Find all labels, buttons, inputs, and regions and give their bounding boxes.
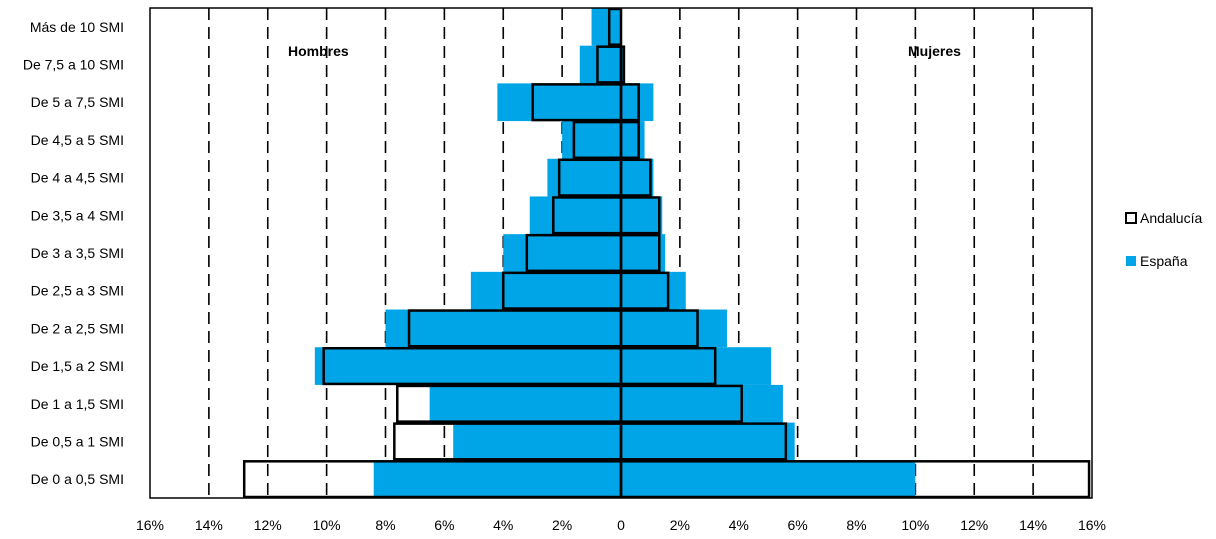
bar-espana-mujeres (621, 460, 916, 498)
x-axis-labels: 16% 14% 12% 10% 8% 6% 4% 2% 0 2% 4% 6% 8% 10% 12% 14% 16… (136, 517, 1106, 533)
bar-espana-hombres (579, 45, 621, 84)
x-tick-label: 2% (552, 517, 572, 533)
x-tick-label: 14% (195, 517, 223, 533)
bar-espana-mujeres (621, 347, 772, 385)
y-tick-label: De 3,5 a 4 SMI (31, 207, 124, 223)
bar-espana-mujeres (621, 422, 795, 461)
x-tick-label: 6% (788, 517, 808, 533)
legend-swatch-espana (1126, 256, 1136, 266)
bar-espana-mujeres (621, 121, 645, 159)
bar-espana-mujeres (621, 158, 654, 197)
bar-espana-mujeres (621, 196, 663, 235)
bar-espana-hombres (314, 347, 621, 385)
legend-label-espana: España (1140, 253, 1188, 269)
series-espana (314, 8, 916, 498)
y-tick-label: De 0 a 0,5 SMI (31, 471, 124, 487)
bar-espana-mujeres (621, 234, 666, 272)
y-tick-label: De 5 a 7,5 SMI (31, 94, 124, 110)
legend-label-andalucia: Andalucía (1140, 210, 1202, 226)
x-tick-label: 0 (617, 517, 625, 533)
bar-espana-hombres (503, 234, 621, 272)
y-tick-label: De 4,5 a 5 SMI (31, 132, 124, 148)
x-tick-label: 12% (254, 517, 282, 533)
bar-espana-hombres (385, 309, 621, 348)
y-axis-labels: De 0 a 0,5 SMI De 0,5 a 1 SMI De 1 a 1,5 S… (23, 19, 124, 487)
bar-espana-hombres (529, 196, 621, 235)
x-tick-label: 10% (901, 517, 929, 533)
plot-frame (149, 7, 1093, 499)
bar-espana-hombres (470, 271, 621, 310)
y-tick-label: De 1 a 1,5 SMI (31, 396, 124, 412)
y-tick-label: De 0,5 a 1 SMI (31, 433, 124, 449)
bar-espana-mujeres (621, 384, 783, 423)
x-tick-label: 12% (960, 517, 988, 533)
bar-espana-mujeres (621, 309, 727, 348)
group-label-hombres: Hombres (288, 43, 349, 59)
series-andalucia (242, 7, 1091, 499)
bar-espana-hombres (373, 460, 621, 498)
y-tick-label: De 7,5 a 10 SMI (23, 57, 124, 73)
y-tick-label: De 4 a 4,5 SMI (31, 170, 124, 186)
y-tick-label: De 1,5 a 2 SMI (31, 358, 124, 374)
bar-espana-mujeres (621, 83, 654, 122)
y-tick-label: Más de 10 SMI (30, 19, 124, 35)
bar-espana-hombres (591, 8, 621, 46)
y-tick-label: De 2 a 2,5 SMI (31, 320, 124, 336)
x-tick-label: 16% (1078, 517, 1106, 533)
legend-swatch-andalucia (1125, 212, 1137, 224)
x-tick-label: 8% (375, 517, 395, 533)
x-tick-label: 4% (729, 517, 749, 533)
bar-espana-hombres (497, 83, 621, 122)
bar-espana-hombres (429, 384, 621, 423)
bar-espana-hombres (562, 121, 621, 159)
y-tick-label: De 2,5 a 3 SMI (31, 283, 124, 299)
group-label-mujeres: Mujeres (908, 43, 961, 59)
x-tick-label: 2% (670, 517, 690, 533)
x-tick-label: 16% (136, 517, 164, 533)
x-tick-label: 10% (313, 517, 341, 533)
x-tick-label: 14% (1019, 517, 1047, 533)
bar-espana-mujeres (621, 271, 686, 310)
x-tick-label: 4% (493, 517, 513, 533)
legend: Andalucía España (1125, 210, 1202, 269)
bar-espana-hombres (453, 422, 621, 461)
y-tick-label: De 3 a 3,5 SMI (31, 245, 124, 261)
x-tick-label: 6% (434, 517, 454, 533)
bar-espana-mujeres (621, 45, 624, 84)
x-tick-label: 8% (846, 517, 866, 533)
